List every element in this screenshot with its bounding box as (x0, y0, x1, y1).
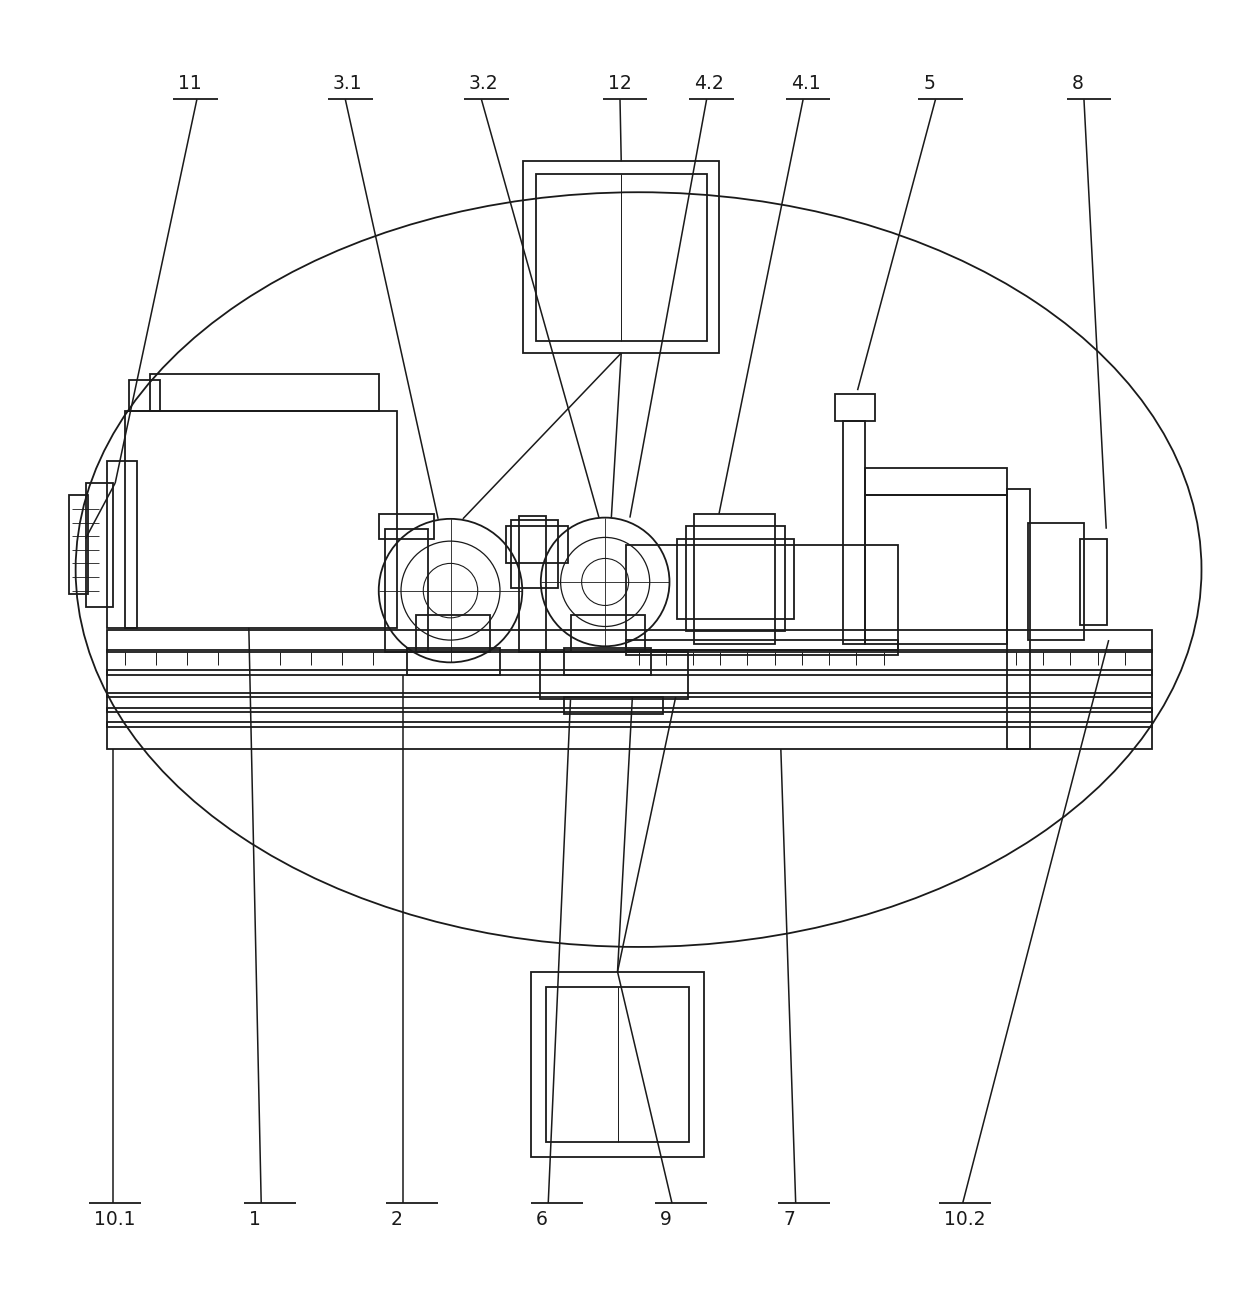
Bar (677, 538, 795, 619)
Bar (518, 516, 546, 653)
Bar (125, 411, 397, 628)
Text: 3.1: 3.1 (334, 74, 362, 92)
Text: 4.1: 4.1 (791, 74, 821, 92)
Text: 9: 9 (660, 1209, 672, 1228)
Bar (378, 514, 434, 538)
Bar (564, 647, 651, 675)
Bar (686, 526, 785, 632)
Text: 3.2: 3.2 (469, 74, 498, 92)
Text: 8: 8 (1071, 74, 1084, 92)
Bar (86, 484, 113, 607)
Bar (107, 722, 1152, 749)
Text: 11: 11 (179, 74, 202, 92)
Text: 10.1: 10.1 (94, 1209, 135, 1228)
Bar (546, 987, 689, 1143)
Bar (511, 520, 558, 588)
Text: 5: 5 (923, 74, 935, 92)
Bar (570, 615, 645, 653)
Bar (69, 495, 88, 594)
Bar (626, 545, 898, 650)
Bar (107, 693, 1152, 712)
Bar (1007, 489, 1029, 749)
Bar (107, 670, 1152, 697)
Bar (843, 421, 866, 644)
Bar (564, 697, 663, 714)
Bar (523, 161, 719, 354)
Bar (506, 526, 568, 563)
Text: 1: 1 (249, 1209, 260, 1228)
Bar (107, 460, 138, 628)
Bar (415, 615, 490, 653)
Bar (384, 529, 428, 653)
Text: 7: 7 (784, 1209, 795, 1228)
Text: 4.2: 4.2 (694, 74, 724, 92)
Bar (129, 381, 160, 411)
Bar (107, 708, 1152, 727)
Bar (866, 495, 1007, 644)
Text: 12: 12 (608, 74, 631, 92)
Text: 6: 6 (536, 1209, 548, 1228)
Bar (626, 640, 898, 655)
Bar (536, 174, 707, 341)
Bar (150, 374, 378, 411)
Text: 2: 2 (391, 1209, 403, 1228)
Text: 10.2: 10.2 (944, 1209, 986, 1228)
Bar (1080, 538, 1107, 625)
Bar (107, 650, 1152, 675)
Bar (407, 647, 500, 675)
Bar (539, 653, 688, 699)
Bar (1028, 523, 1084, 640)
Bar (694, 514, 775, 644)
Bar (531, 971, 704, 1157)
Bar (107, 630, 1152, 653)
Bar (866, 468, 1007, 495)
Bar (836, 394, 875, 421)
